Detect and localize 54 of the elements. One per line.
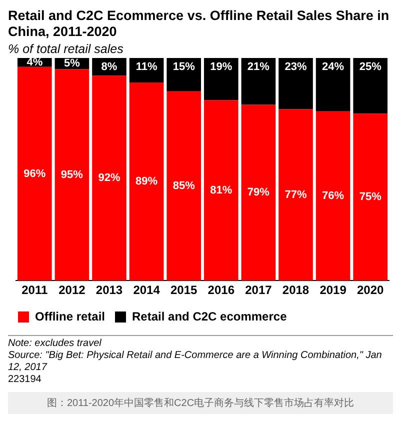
data-label: 79%	[247, 186, 270, 199]
data-label: 76%	[322, 190, 344, 202]
data-label: 11%	[136, 61, 158, 74]
x-tick-label: 2011	[22, 283, 48, 298]
bar	[129, 82, 164, 281]
data-label: 89%	[136, 176, 158, 188]
x-tick-label: 2014	[133, 283, 160, 298]
chart-title: Retail and C2C Ecommerce vs. Offline Retail Sales Share in China, 2011-2020	[8, 8, 390, 40]
data-label: 85%	[172, 180, 196, 192]
data-label: 81%	[210, 184, 232, 196]
bar	[166, 91, 202, 281]
legend-label: Retail and C2C ecommerce	[132, 309, 288, 324]
x-tick-label: 2020	[357, 283, 384, 298]
bar	[92, 76, 126, 281]
bar	[54, 69, 90, 281]
bar	[241, 58, 276, 105]
data-label: 21%	[247, 61, 270, 74]
bar	[17, 66, 52, 281]
data-label: 77%	[284, 188, 307, 201]
bar	[204, 100, 238, 281]
text: 223194	[8, 374, 42, 386]
source-note: Source: "Big Bet: Physical Retail and E-Commerce are a Winning Combination," Jan 12, 2017	[8, 350, 383, 374]
x-tick-label: 2013	[96, 283, 123, 298]
data-label: 23%	[284, 61, 307, 74]
bar	[353, 58, 388, 114]
data-label: 75%	[359, 191, 382, 204]
bar	[353, 114, 388, 281]
bar	[204, 58, 238, 100]
data-label: 8%	[101, 60, 118, 73]
x-tick-label: 2016	[208, 283, 235, 298]
data-label: 5%	[64, 58, 80, 70]
x-tick-label: 2017	[245, 283, 272, 298]
data-label: 95%	[60, 168, 84, 181]
data-label: 24%	[322, 61, 344, 74]
data-label: 19%	[210, 61, 232, 74]
data-label: 25%	[359, 61, 382, 74]
x-tick-label: 2019	[320, 283, 347, 298]
data-label: 4%	[26, 56, 43, 68]
data-label: 96%	[24, 168, 46, 180]
data-label: 92%	[98, 172, 120, 184]
text: 图：2011-2020年中国零售和C2C电子商务与线下零售市场占有率对比	[8, 392, 393, 414]
x-tick-label: 2012	[58, 283, 86, 298]
bar	[278, 109, 313, 281]
bar	[316, 111, 350, 281]
bar	[241, 104, 276, 281]
chart-subtitle: % of total retail sales	[8, 42, 124, 56]
x-tick-label: 2015	[170, 283, 198, 298]
x-tick-label: 2018	[282, 283, 310, 298]
bar	[316, 58, 350, 112]
data-label: 15%	[172, 61, 196, 74]
text: Note: excludes travel	[8, 338, 102, 350]
legend-label: Offline retail	[35, 309, 106, 324]
bar	[166, 58, 202, 92]
bar	[278, 58, 313, 110]
